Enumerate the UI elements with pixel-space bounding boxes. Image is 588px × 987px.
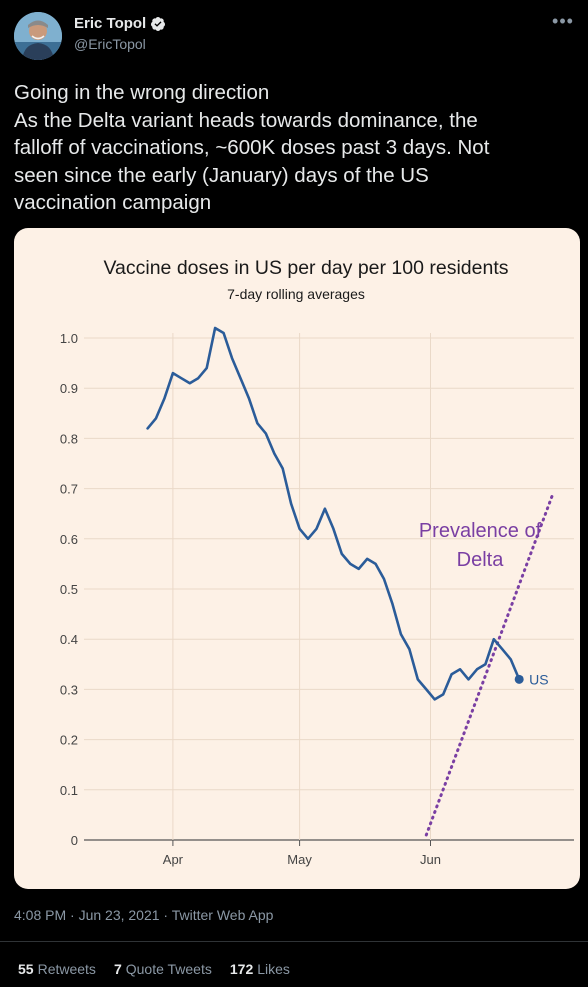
y-tick-label: 0.5 bbox=[60, 582, 78, 597]
chart-image[interactable]: Vaccine doses in US per day per 100 resi… bbox=[14, 228, 580, 889]
delta-label: Prevalence of bbox=[419, 520, 542, 542]
chart-subtitle: 7-day rolling averages bbox=[227, 286, 365, 302]
quotes-count: 7 bbox=[113, 961, 122, 977]
y-tick-label: 0.6 bbox=[60, 532, 78, 547]
y-tick-label: 0.7 bbox=[60, 482, 78, 497]
quote-tweets-stat[interactable]: 7 Quote Tweets bbox=[114, 961, 212, 977]
x-tick-label: Apr bbox=[163, 852, 184, 867]
y-tick-label: 0.9 bbox=[60, 381, 78, 396]
more-options-icon[interactable]: ••• bbox=[552, 11, 574, 31]
y-tick-label: 0.1 bbox=[60, 783, 78, 798]
tweet-text: Going in the wrong direction As the Delt… bbox=[14, 79, 574, 217]
us-line bbox=[146, 326, 521, 701]
quotes-label: Quote Tweets bbox=[125, 961, 212, 977]
y-tick-label: 0.8 bbox=[60, 431, 78, 446]
x-tick-label: May bbox=[287, 852, 312, 867]
retweets-label: Retweets bbox=[37, 961, 96, 977]
tweet-line: Going in the wrong direction bbox=[14, 81, 270, 104]
tweet-line: vaccination campaign bbox=[14, 191, 212, 215]
avatar[interactable] bbox=[14, 12, 62, 60]
delta-line bbox=[424, 492, 555, 837]
retweets-stat[interactable]: 55 Retweets bbox=[18, 961, 96, 977]
likes-label: Likes bbox=[257, 961, 290, 977]
divider bbox=[0, 941, 588, 942]
tweet-timestamp[interactable]: 4:08 PM · Jun 23, 2021 · Twitter Web App bbox=[14, 907, 274, 923]
author-handle[interactable]: @EricTopol bbox=[74, 36, 146, 52]
author-name[interactable]: Eric Topol bbox=[74, 15, 147, 32]
y-axis-ticks: 1.0 0.9 0.8 0.7 0.6 0.5 0.4 0.3 0.2 0.1 0 bbox=[60, 331, 78, 848]
tweet-header: Eric Topol @EricTopol ••• bbox=[14, 12, 574, 62]
vaccine-doses-chart: Vaccine doses in US per day per 100 resi… bbox=[60, 257, 574, 867]
retweets-count: 55 bbox=[18, 961, 34, 977]
y-tick-label: 0.4 bbox=[60, 632, 78, 647]
chart-title: Vaccine doses in US per day per 100 resi… bbox=[103, 257, 508, 279]
us-series-label: US bbox=[529, 671, 548, 687]
tweet-stats: 55 Retweets 7 Quote Tweets 172 Likes bbox=[18, 961, 290, 977]
tweet-line: seen since the early (January) days of t… bbox=[14, 163, 429, 187]
y-tick-label: 1.0 bbox=[60, 331, 78, 346]
delta-series: Prevalence of Delta bbox=[419, 492, 555, 837]
us-series: US bbox=[146, 326, 549, 701]
y-tick-label: 0 bbox=[71, 833, 78, 848]
x-axis-ticks: Apr May Jun bbox=[163, 840, 441, 867]
likes-stat[interactable]: 172 Likes bbox=[230, 961, 290, 977]
us-end-point bbox=[514, 674, 524, 684]
verified-badge-icon bbox=[151, 16, 166, 31]
delta-label: Delta bbox=[457, 549, 505, 571]
tweet-line: As the Delta variant heads towards domin… bbox=[14, 108, 478, 132]
likes-count: 172 bbox=[229, 961, 254, 977]
y-tick-label: 0.3 bbox=[60, 682, 78, 697]
tweet-line: falloff of vaccinations, ~600K doses pas… bbox=[14, 136, 490, 160]
chart-grid bbox=[84, 333, 574, 841]
y-tick-label: 0.2 bbox=[60, 733, 78, 748]
x-tick-label: Jun bbox=[420, 852, 441, 867]
